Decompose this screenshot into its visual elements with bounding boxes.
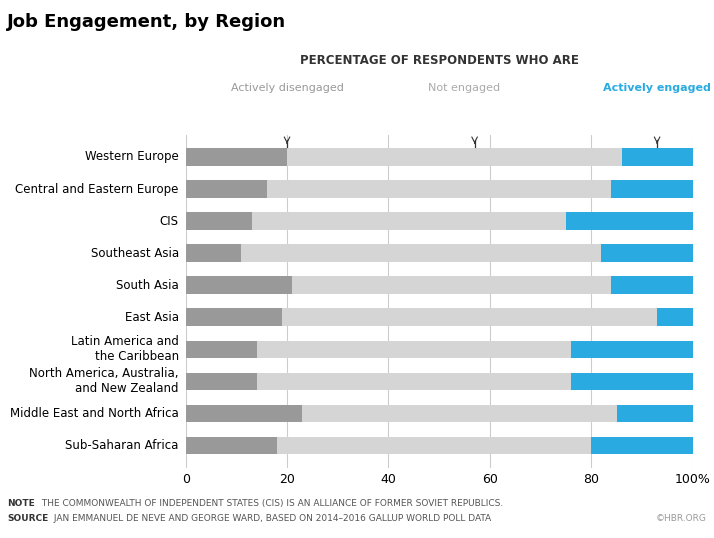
Bar <box>186 277 292 294</box>
Bar <box>601 244 693 262</box>
Text: Actively disengaged: Actively disengaged <box>231 83 343 94</box>
Bar <box>571 341 693 358</box>
Text: SOURCE: SOURCE <box>7 514 49 523</box>
Bar <box>611 277 693 294</box>
Bar <box>241 244 601 262</box>
Text: Job Engagement, by Region: Job Engagement, by Region <box>7 13 286 31</box>
Bar <box>256 341 571 358</box>
Bar <box>292 277 611 294</box>
Bar <box>186 148 287 166</box>
Text: NOTE: NOTE <box>7 499 35 508</box>
Text: Not engaged: Not engaged <box>428 83 501 94</box>
Text: THE COMMONWEALTH OF INDEPENDENT STATES (CIS) IS AN ALLIANCE OF FORMER SOVIET REP: THE COMMONWEALTH OF INDEPENDENT STATES (… <box>39 499 503 508</box>
Bar <box>287 148 622 166</box>
Bar <box>256 373 571 390</box>
Bar <box>186 308 282 326</box>
Bar <box>186 373 256 390</box>
Bar <box>622 148 693 166</box>
Bar <box>571 373 693 390</box>
Bar <box>251 213 566 230</box>
Text: Actively engaged: Actively engaged <box>603 83 711 94</box>
Bar <box>277 437 591 455</box>
Text: JAN EMMANUEL DE NEVE AND GEORGE WARD, BASED ON 2014–2016 GALLUP WORLD POLL DATA: JAN EMMANUEL DE NEVE AND GEORGE WARD, BA… <box>51 514 491 523</box>
Bar <box>186 244 241 262</box>
Bar <box>186 437 277 455</box>
Bar <box>186 341 256 358</box>
Bar <box>591 437 693 455</box>
Bar <box>566 213 693 230</box>
Bar <box>302 405 616 422</box>
Text: ©HBR.ORG: ©HBR.ORG <box>656 514 707 523</box>
Bar <box>186 213 251 230</box>
Text: PERCENTAGE OF RESPONDENTS WHO ARE: PERCENTAGE OF RESPONDENTS WHO ARE <box>300 54 578 67</box>
Bar <box>267 180 611 198</box>
Bar <box>186 180 267 198</box>
Bar <box>611 180 693 198</box>
Bar <box>616 405 693 422</box>
Bar <box>186 405 302 422</box>
Bar <box>282 308 657 326</box>
Bar <box>657 308 693 326</box>
